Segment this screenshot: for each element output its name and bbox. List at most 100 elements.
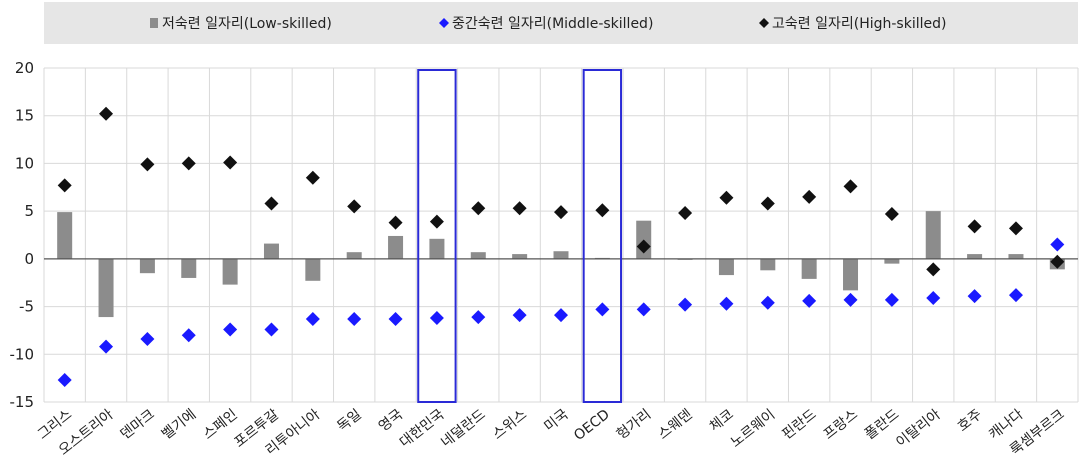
marker-high-skilled: [595, 203, 610, 218]
marker-high-skilled: [843, 179, 858, 194]
marker-middle-skilled: [99, 339, 114, 354]
marker-high-skilled: [388, 215, 403, 230]
marker-middle-skilled: [512, 308, 527, 323]
marker-high-skilled: [554, 205, 568, 220]
bar-low-skilled: [98, 258, 114, 318]
bar-low-skilled: [346, 252, 362, 259]
y-tick-label: 15: [15, 107, 34, 125]
marker-middle-skilled: [843, 292, 858, 307]
legend: 저숙련 일자리(Low-skilled) 중간숙련 일자리(Middle-skil…: [150, 16, 946, 32]
marker-middle-skilled: [636, 302, 651, 317]
highlight-box: [582, 69, 623, 403]
marker-high-skilled: [181, 156, 196, 171]
bar-low-skilled: [388, 235, 404, 259]
bar-low-skilled: [263, 243, 279, 259]
bar-low-skilled: [305, 258, 321, 281]
bar-low-skilled: [553, 251, 569, 259]
marker-middle-skilled: [223, 322, 238, 337]
x-tick-label: 체코: [707, 406, 737, 435]
marker-high-skilled: [967, 219, 982, 234]
marker-high-skilled: [99, 106, 114, 121]
marker-middle-skilled: [1050, 237, 1065, 252]
bar-low-skilled: [718, 258, 734, 276]
bar-low-skilled: [139, 258, 155, 274]
x-tick-label: 노르웨이: [728, 407, 778, 451]
y-axis: 20 15 10 5 0 -5 -10 -15: [10, 59, 35, 411]
marker-high-skilled: [884, 207, 899, 222]
marker-high-skilled: [719, 190, 734, 205]
marker-middle-skilled: [181, 328, 196, 343]
x-tick-label: OECD: [571, 407, 613, 444]
bar-low-skilled: [843, 258, 859, 291]
marker-high-skilled: [678, 206, 693, 221]
marker-middle-skilled: [471, 310, 486, 325]
marker-high-skilled: [512, 201, 527, 216]
y-tick-label: -15: [10, 393, 35, 411]
bar-low-skilled: [181, 258, 197, 278]
bars: [57, 211, 1065, 318]
x-tick-label: 네덜란드: [438, 406, 489, 450]
marker-middle-skilled: [388, 311, 403, 326]
bar-low-skilled: [967, 254, 983, 259]
bar-low-skilled: [222, 258, 238, 285]
x-tick-label: 스위스: [490, 406, 530, 442]
y-tick-label: 5: [24, 202, 34, 220]
x-tick-label: 호주: [955, 406, 985, 435]
x-tick-label: 벨기에: [159, 407, 199, 443]
marker-middle-skilled: [719, 296, 734, 311]
marker-high-skilled: [1008, 221, 1023, 236]
legend-background: [44, 2, 1078, 44]
x-tick-label: 미국: [541, 406, 571, 435]
marker-high-skilled: [57, 178, 72, 193]
x-tick-label: 프랑스: [821, 406, 861, 442]
marker-middle-skilled: [305, 311, 320, 326]
marker-middle-skilled: [264, 322, 279, 337]
bar-low-skilled: [801, 258, 817, 279]
x-tick-label: 헝가리: [614, 407, 654, 443]
marker-high-skilled: [264, 196, 279, 211]
x-tick-label: 스웨덴: [655, 407, 695, 443]
marker-middle-skilled: [595, 302, 610, 317]
legend-entry: 고숙련 일자리(High-skilled): [772, 16, 946, 32]
marker-middle-skilled: [884, 292, 899, 307]
legend-entry: 저숙련 일자리(Low-skilled): [162, 16, 332, 32]
marker-middle-skilled: [802, 293, 817, 308]
marker-middle-skilled: [967, 289, 982, 304]
marker-high-skilled: [926, 262, 941, 277]
bar-low-skilled: [512, 254, 528, 259]
legend-swatch: [150, 18, 158, 28]
highlight-box: [417, 69, 457, 403]
y-tick-label: 10: [15, 154, 34, 172]
marker-high-skilled: [140, 157, 155, 172]
legend-swatch: [759, 18, 769, 28]
y-tick-label: -5: [19, 298, 34, 316]
bar-low-skilled: [925, 211, 941, 259]
marker-middle-skilled: [926, 290, 941, 305]
grid: [43, 67, 1079, 403]
y-tick-label: -10: [10, 345, 35, 363]
marker-middle-skilled: [1008, 288, 1023, 303]
bar-low-skilled: [470, 252, 486, 259]
marker-high-skilled: [305, 170, 320, 185]
legend-swatch: [439, 18, 449, 28]
marker-high-skilled: [636, 239, 651, 254]
marker-high-skilled: [223, 155, 238, 170]
marker-middle-skilled: [140, 332, 155, 347]
marker-high-skilled: [760, 196, 775, 211]
bar-low-skilled: [760, 258, 776, 271]
x-tick-label: 독일: [335, 407, 365, 435]
marker-middle-skilled: [760, 295, 775, 310]
x-tick-label: 덴마크: [118, 406, 158, 442]
marker-high-skilled: [802, 189, 817, 204]
marker-middle-skilled: [554, 308, 568, 323]
marker-high-skilled: [471, 201, 486, 216]
bar-low-skilled: [429, 238, 445, 259]
x-tick-label: 대한민국: [397, 406, 448, 450]
y-tick-label: 20: [15, 59, 34, 77]
markers: [57, 106, 1065, 388]
y-tick-label: 0: [24, 250, 34, 268]
x-tick-label: 핀란드: [779, 406, 819, 442]
marker-middle-skilled: [57, 373, 72, 388]
marker-middle-skilled: [347, 311, 362, 326]
